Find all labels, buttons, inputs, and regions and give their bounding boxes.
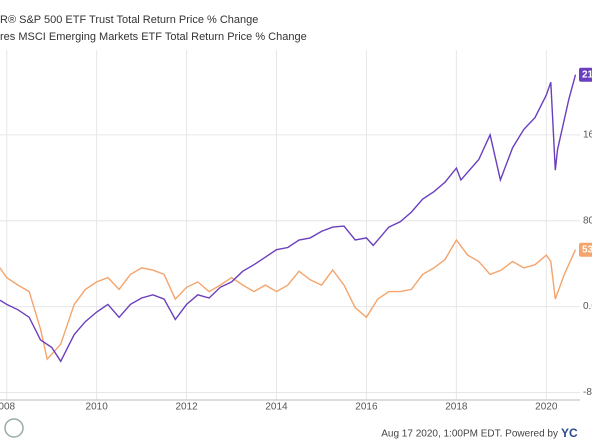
logo	[4, 418, 24, 438]
x-tick-label: 2020	[535, 402, 558, 413]
x-tick-label: 2012	[175, 402, 198, 413]
end-tag	[579, 242, 592, 257]
x-tick-label: 2016	[355, 402, 378, 413]
series-line	[0, 74, 577, 363]
y-tick-label: 16	[583, 129, 592, 140]
y-tick-label: -80	[583, 387, 592, 398]
x-tick-label: 008	[0, 402, 16, 413]
end-tag-label: 21	[582, 69, 592, 80]
x-tick-label: 2014	[265, 402, 288, 413]
x-tick-label: 2010	[86, 402, 109, 413]
x-tick-label: 2018	[445, 402, 468, 413]
legend-entry: res MSCI Emerging Markets ETF Total Retu…	[0, 31, 307, 43]
y-tick-label: 80	[583, 215, 592, 226]
y-tick-label: 0.0	[583, 301, 592, 312]
series-line	[0, 238, 577, 361]
legend-entry: R® S&P 500 ETF Trust Total Return Price …	[0, 14, 258, 26]
footer: Aug 17 2020, 1:00PM EDT. Powered by	[381, 429, 558, 440]
end-tag-label: 53	[582, 244, 592, 255]
end-tag	[579, 67, 592, 82]
brand: YC	[561, 426, 578, 440]
